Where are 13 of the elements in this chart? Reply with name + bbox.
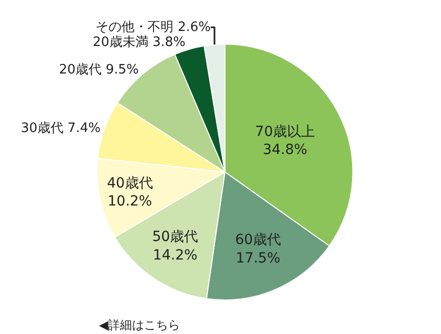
data-label: 17.5% <box>236 250 280 266</box>
text: ◀詳細はこちら <box>99 318 180 332</box>
slice-label: 40歳代 <box>106 176 153 192</box>
slice-label: 60歳代 <box>235 232 281 248</box>
slice-label: その他・不明 2.6% <box>96 20 211 35</box>
data-label: 10.2% <box>108 194 152 210</box>
slice-label: 50歳代 <box>152 229 198 246</box>
slice-label: 20歳未満 3.8% <box>92 34 186 50</box>
data-label: 34.8% <box>262 142 308 158</box>
slice-label: 20歳代 9.5% <box>59 62 139 78</box>
slice-label: 30歳代 7.4% <box>20 121 101 136</box>
data-label: 14.2% <box>152 247 198 264</box>
slice-label: 70歳以上 <box>255 124 315 140</box>
